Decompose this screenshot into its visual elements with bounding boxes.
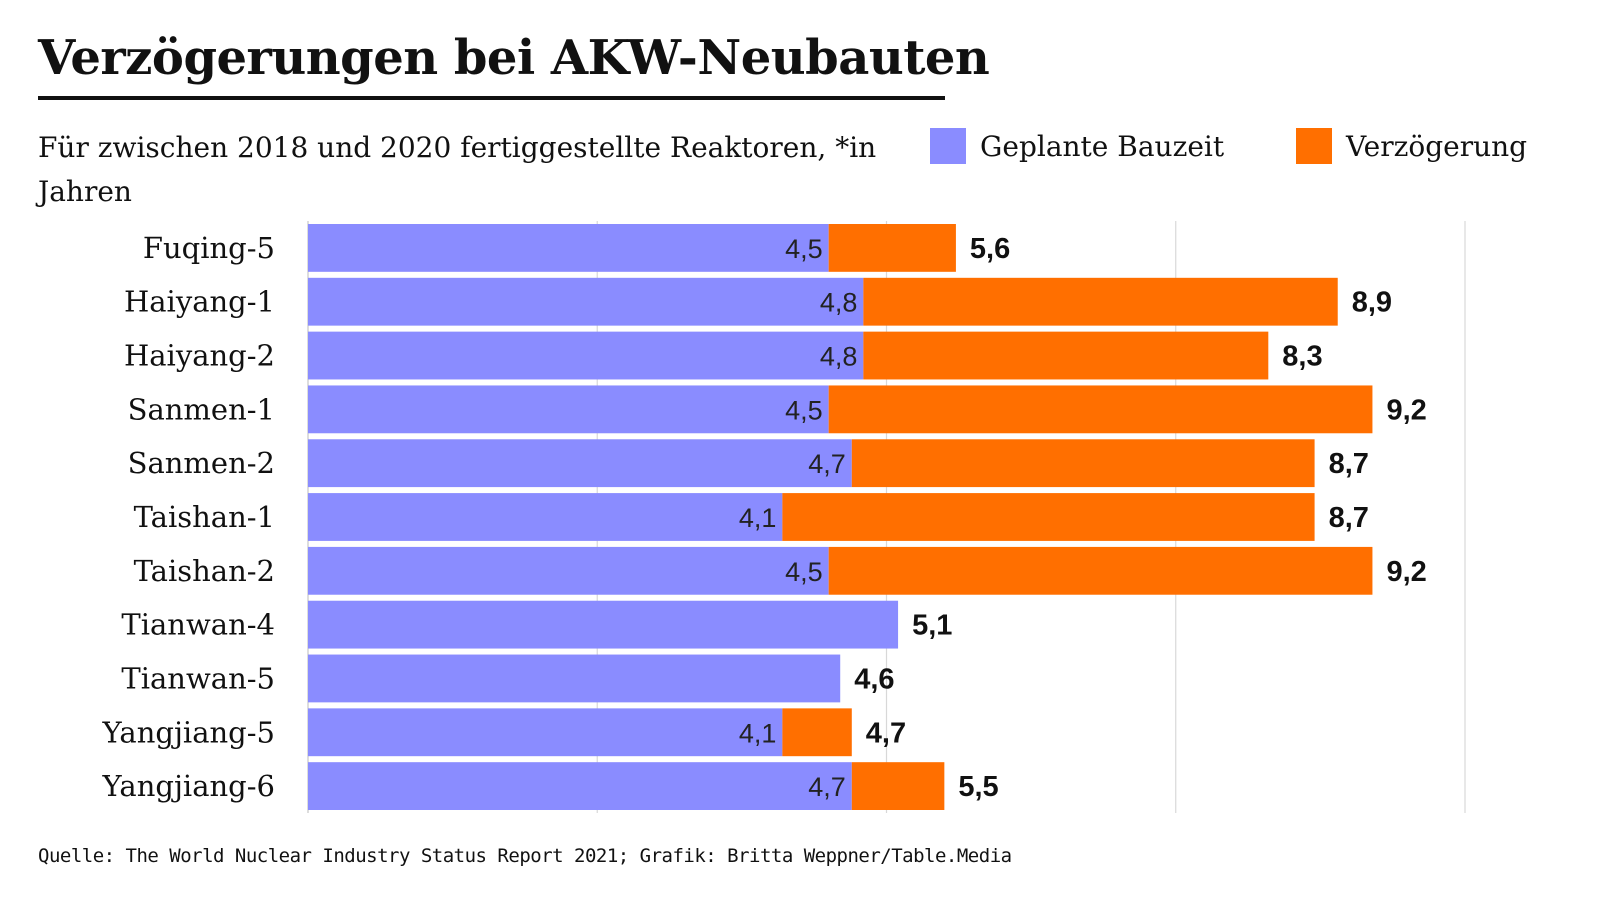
bar-delay bbox=[828, 224, 956, 272]
total-value-label: 4,6 bbox=[854, 663, 894, 695]
category-label: Sanmen-2 bbox=[128, 446, 275, 480]
category-label: Tianwan-5 bbox=[121, 661, 275, 695]
category-label: Taishan-2 bbox=[134, 554, 275, 588]
category-label: Fuqing-5 bbox=[143, 231, 275, 265]
source-note: Quelle: The World Nuclear Industry Statu… bbox=[38, 845, 1012, 867]
category-label: Taishan-1 bbox=[134, 500, 275, 534]
title-underline bbox=[38, 96, 945, 100]
planned-value-label: 4,8 bbox=[820, 342, 858, 372]
bar-delay bbox=[828, 385, 1373, 434]
legend-swatch-delay bbox=[1296, 128, 1332, 164]
planned-value-label: 4,5 bbox=[785, 395, 823, 425]
legend-item-planned: Geplante Bauzeit bbox=[930, 128, 1224, 164]
total-value-label: 4,7 bbox=[866, 717, 906, 749]
category-label: Yangjiang-5 bbox=[102, 715, 275, 749]
legend-item-delay: Verzögerung bbox=[1296, 128, 1527, 164]
total-value-label: 9,2 bbox=[1386, 394, 1426, 426]
chart-title: Verzögerungen bei AKW-Neubauten bbox=[38, 30, 990, 86]
category-label: Haiyang-2 bbox=[124, 339, 275, 373]
bar-delay bbox=[782, 708, 852, 757]
bar-delay bbox=[782, 493, 1315, 541]
bar-planned bbox=[308, 493, 783, 541]
chart-subtitle: Für zwischen 2018 und 2020 fertiggestell… bbox=[38, 131, 877, 208]
bar-delay bbox=[863, 331, 1269, 380]
total-value-label: 5,5 bbox=[958, 771, 998, 803]
planned-value-label: 4,1 bbox=[739, 718, 777, 748]
legend-swatch-planned bbox=[930, 128, 966, 164]
bar-planned bbox=[308, 385, 829, 434]
total-value-label: 8,7 bbox=[1329, 448, 1369, 480]
bar-planned bbox=[308, 762, 852, 810]
planned-value-label: 4,7 bbox=[808, 449, 846, 479]
planned-value-label: 4,1 bbox=[739, 503, 777, 533]
total-value-label: 5,1 bbox=[912, 610, 952, 642]
total-value-label: 8,7 bbox=[1329, 502, 1369, 534]
bar-delay bbox=[828, 546, 1373, 595]
total-value-label: 8,3 bbox=[1282, 341, 1322, 373]
total-value-label: 8,9 bbox=[1352, 287, 1392, 319]
category-label: Haiyang-1 bbox=[124, 285, 275, 319]
bar-planned bbox=[308, 708, 783, 757]
total-value-label: 5,6 bbox=[970, 233, 1010, 265]
bar-planned bbox=[308, 439, 852, 488]
legend-label-planned: Geplante Bauzeit bbox=[980, 129, 1225, 163]
bar-planned bbox=[308, 600, 899, 649]
bar-planned bbox=[308, 331, 864, 380]
planned-value-label: 4,5 bbox=[785, 234, 823, 264]
bar-planned bbox=[308, 546, 829, 595]
bar-delay bbox=[863, 277, 1338, 326]
bar-planned bbox=[308, 224, 829, 272]
bar-delay bbox=[851, 762, 945, 810]
category-label: Tianwan-4 bbox=[121, 608, 275, 642]
legend-label-delay: Verzögerung bbox=[1346, 129, 1528, 163]
planned-value-label: 4,5 bbox=[785, 557, 823, 587]
total-value-label: 9,2 bbox=[1386, 556, 1426, 588]
bar-planned bbox=[308, 277, 864, 326]
bar-planned bbox=[308, 654, 841, 703]
category-label: Sanmen-1 bbox=[128, 392, 275, 426]
planned-value-label: 4,8 bbox=[820, 288, 858, 318]
bar-delay bbox=[851, 439, 1315, 488]
planned-value-label: 4,7 bbox=[808, 772, 846, 802]
category-label: Yangjiang-6 bbox=[102, 769, 275, 803]
